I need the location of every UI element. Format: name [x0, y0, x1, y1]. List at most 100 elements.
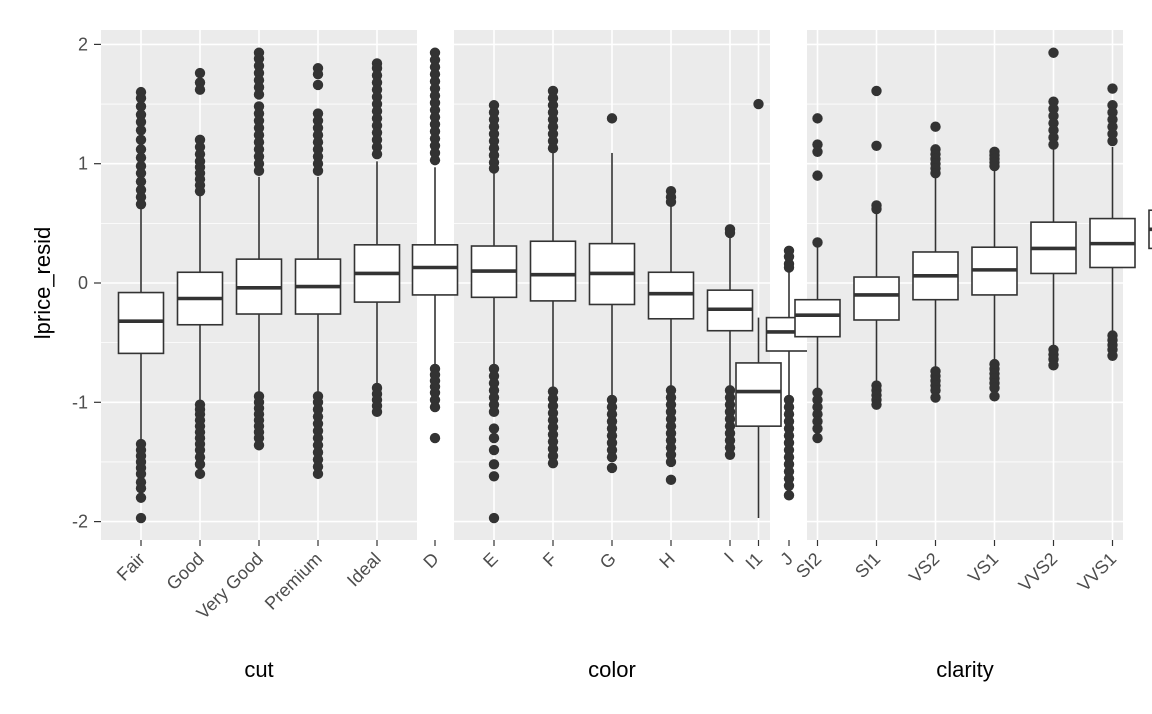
outlier-point: [429, 432, 441, 444]
y-axis-title: lprice_resid: [30, 227, 55, 340]
outlier-point: [253, 165, 265, 177]
outlier-point: [371, 141, 383, 153]
boxplot-Premium: [294, 63, 342, 480]
boxplot-IF: [1148, 209, 1152, 250]
boxplot-VS1: [971, 146, 1018, 402]
outlier-point: [488, 100, 500, 111]
outlier-point: [812, 416, 823, 427]
boxplot-SI1: [853, 85, 900, 410]
outlier-point: [312, 69, 324, 80]
x-tick-label: Good: [163, 549, 208, 594]
outlier-point: [253, 122, 265, 134]
outlier-point: [1107, 107, 1118, 118]
outlier-point: [812, 113, 823, 124]
x-tick-label: VS1: [964, 549, 1002, 587]
outlier-point: [665, 420, 677, 432]
outlier-point: [429, 140, 441, 152]
outlier-point: [253, 440, 265, 451]
outlier-point: [724, 399, 736, 410]
outlier-point: [253, 129, 265, 141]
outlier-point: [429, 387, 441, 398]
outlier-point: [547, 100, 559, 111]
outlier-point: [547, 450, 559, 462]
outlier-point: [371, 84, 383, 95]
outlier-point: [547, 443, 559, 455]
outlier-point: [488, 163, 500, 174]
outlier-point: [312, 411, 324, 422]
boxplot-Fair: [117, 86, 165, 524]
outlier-point: [429, 61, 441, 73]
outlier-point: [312, 129, 324, 141]
box-iqr: [411, 244, 459, 296]
y-tick-label: 0: [78, 273, 88, 293]
outlier-point: [312, 165, 324, 177]
outlier-point: [812, 432, 823, 444]
boxplot-G: [588, 113, 636, 474]
outlier-point: [547, 457, 559, 469]
outlier-point: [312, 79, 324, 91]
boxplot-F: [529, 85, 577, 469]
x-tick-label: I1: [742, 549, 767, 574]
outlier-point: [606, 394, 618, 406]
outlier-point: [194, 468, 206, 480]
outlier-point: [783, 480, 795, 492]
outlier-point: [429, 147, 441, 159]
outlier-point: [312, 151, 324, 162]
outlier-point: [812, 423, 823, 434]
x-tick-label: D: [419, 549, 442, 572]
outlier-point: [1107, 100, 1118, 111]
outlier-point: [724, 420, 736, 432]
outlier-point: [429, 133, 441, 144]
outlier-point: [1048, 139, 1059, 150]
boxplot-I1: [735, 98, 782, 519]
outlier-point: [783, 423, 795, 434]
outlier-point: [930, 168, 941, 179]
outlier-point: [371, 63, 383, 74]
x-tick-label: SI1: [851, 549, 884, 582]
outlier-point: [429, 104, 441, 116]
outlier-point: [194, 84, 206, 95]
outlier-point: [547, 85, 559, 97]
outlier-point: [930, 385, 941, 396]
outlier-point: [606, 437, 618, 449]
outlier-point: [371, 406, 383, 418]
outlier-point: [547, 114, 559, 125]
outlier-point: [312, 447, 324, 458]
outlier-point: [135, 109, 147, 120]
outlier-point: [989, 382, 1000, 394]
outlier-point: [429, 83, 441, 94]
outlier-point: [783, 459, 795, 470]
outlier-point: [135, 168, 147, 179]
outlier-point: [429, 90, 441, 101]
outlier-point: [312, 108, 324, 119]
outlier-point: [606, 444, 618, 456]
outlier-point: [665, 442, 677, 453]
x-tick-label: Fair: [113, 549, 149, 585]
outlier-point: [253, 82, 265, 93]
outlier-point: [547, 407, 559, 419]
outlier-point: [135, 101, 147, 112]
outlier-point: [135, 144, 147, 155]
y-axis: -2 -1 0 1 2: [72, 34, 101, 532]
outlier-point: [194, 148, 206, 160]
outlier-point: [1048, 125, 1059, 136]
outlier-point: [930, 392, 941, 403]
outlier-point: [135, 152, 147, 163]
outlier-point: [135, 482, 147, 494]
outlier-point: [429, 69, 441, 80]
outlier-point: [312, 432, 324, 444]
y-tick-label: -2: [72, 512, 88, 532]
outlier-point: [135, 512, 147, 524]
boxplot-VVS2: [1030, 47, 1077, 371]
outlier-point: [606, 113, 618, 124]
outlier-point: [488, 370, 500, 382]
outlier-point: [547, 121, 559, 132]
outlier-point: [488, 378, 500, 389]
outlier-point: [312, 404, 324, 415]
outlier-point: [812, 387, 823, 398]
boxplot-J: [765, 245, 813, 501]
boxplot-VS2: [912, 121, 959, 403]
outlier-point: [1048, 47, 1059, 58]
outlier-point: [312, 115, 324, 126]
